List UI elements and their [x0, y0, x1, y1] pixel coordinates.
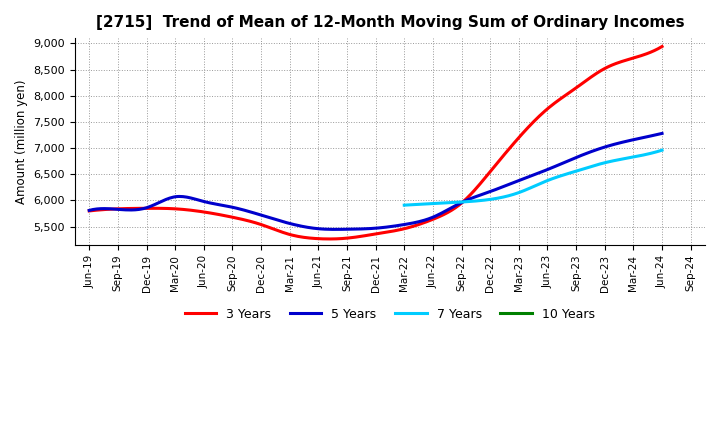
5 Years [426, 216, 435, 221]
Title: [2715]  Trend of Mean of 12-Month Moving Sum of Ordinary Incomes: [2715] Trend of Mean of 12-Month Moving … [96, 15, 684, 30]
5 Years [570, 156, 578, 161]
Legend: 3 Years, 5 Years, 7 Years, 10 Years: 3 Years, 5 Years, 7 Years, 10 Years [180, 303, 600, 326]
7 Years [400, 202, 408, 208]
3 Years [438, 213, 446, 218]
7 Years [558, 173, 567, 178]
Y-axis label: Amount (million yen): Amount (million yen) [15, 79, 28, 204]
5 Years [606, 143, 615, 148]
7 Years [554, 174, 562, 180]
3 Years [657, 44, 666, 49]
5 Years [85, 208, 94, 213]
5 Years [657, 131, 666, 136]
5 Years [428, 215, 436, 220]
Line: 5 Years: 5 Years [89, 133, 662, 229]
3 Years [426, 218, 435, 223]
3 Years [325, 236, 333, 242]
3 Years [570, 87, 578, 92]
3 Years [87, 208, 96, 213]
3 Years [606, 63, 615, 69]
7 Years [401, 202, 410, 208]
3 Years [428, 217, 436, 222]
5 Years [438, 210, 446, 216]
7 Years [634, 154, 642, 159]
5 Years [330, 227, 339, 232]
7 Years [657, 147, 666, 153]
5 Years [87, 207, 96, 213]
Line: 7 Years: 7 Years [404, 150, 662, 205]
7 Years [617, 157, 626, 162]
Line: 3 Years: 3 Years [89, 47, 662, 239]
3 Years [85, 208, 94, 213]
7 Years [552, 175, 561, 180]
